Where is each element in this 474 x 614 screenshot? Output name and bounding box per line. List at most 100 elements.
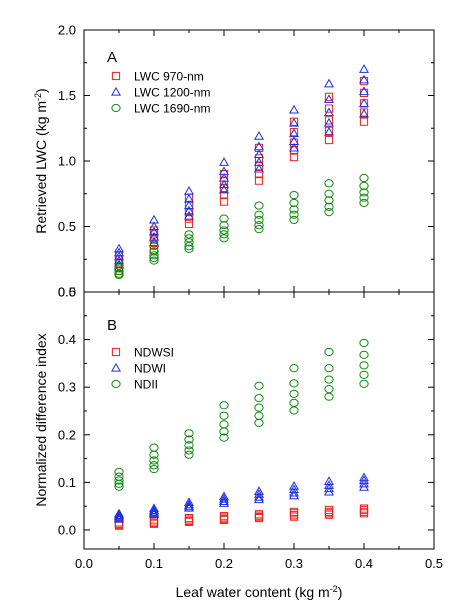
legend-label: LWC 1690-nm xyxy=(134,102,210,116)
data-point xyxy=(219,427,229,436)
data-point xyxy=(253,141,265,151)
data-point xyxy=(184,435,194,444)
data-point xyxy=(148,509,160,518)
data-point xyxy=(218,496,230,506)
data-point xyxy=(324,189,334,198)
data-point xyxy=(324,207,334,217)
data-point xyxy=(218,498,230,507)
data-point xyxy=(114,266,124,276)
data-point xyxy=(183,210,195,220)
data-point xyxy=(148,226,160,236)
data-point xyxy=(358,74,370,84)
data-point xyxy=(289,138,299,147)
series-circle xyxy=(114,338,369,491)
data-point xyxy=(149,461,159,470)
data-point xyxy=(184,219,194,228)
y-tick-label: 0.4 xyxy=(58,332,76,347)
data-point xyxy=(184,450,194,459)
data-point xyxy=(253,494,265,504)
y-tick-label: 0.0 xyxy=(58,522,76,537)
data-point xyxy=(184,429,194,438)
data-point xyxy=(359,88,369,97)
data-point xyxy=(324,196,334,205)
data-point xyxy=(114,482,124,491)
data-point xyxy=(253,491,265,501)
data-point xyxy=(358,64,370,73)
data-point xyxy=(359,509,369,518)
data-point xyxy=(114,261,124,270)
data-point xyxy=(289,210,299,219)
data-point xyxy=(253,163,265,173)
panel-a-y-ticks: 0.00.51.01.52.0 xyxy=(58,23,435,300)
y-tick-label: 1.0 xyxy=(58,154,76,169)
data-point xyxy=(289,379,299,388)
y-tick-label: 2.0 xyxy=(58,23,76,38)
data-point xyxy=(183,200,195,210)
data-point xyxy=(149,443,159,452)
data-point xyxy=(323,78,335,88)
data-point xyxy=(324,510,334,519)
panel-b-letter: B xyxy=(107,317,117,334)
data-point xyxy=(324,116,334,125)
data-point xyxy=(219,214,229,223)
data-point xyxy=(148,505,160,515)
panel-b-normalized-index: B 0.00.10.20.30.40.50.0 0.1 0.2 0.3 0.4 0.5 N… xyxy=(33,285,443,601)
legend-label: NDWI xyxy=(134,362,166,376)
data-point xyxy=(359,379,369,388)
data-point xyxy=(183,497,195,506)
data-point xyxy=(254,394,264,403)
data-point xyxy=(149,450,159,459)
data-point xyxy=(323,117,335,127)
data-point xyxy=(184,234,194,243)
data-point xyxy=(288,142,300,152)
legend-marker xyxy=(111,103,121,113)
y-tick-label: 0.1 xyxy=(58,475,76,490)
data-point xyxy=(219,401,229,410)
data-point xyxy=(149,247,159,256)
data-point xyxy=(219,226,229,235)
x-tick-label: 0.0 xyxy=(75,556,93,571)
data-point xyxy=(183,185,195,195)
data-point xyxy=(183,205,195,215)
data-point xyxy=(323,486,335,496)
data-point xyxy=(218,157,230,166)
panel-b-y-axis-title: Normalized difference index xyxy=(33,333,49,506)
data-point xyxy=(254,162,264,171)
data-point xyxy=(113,510,125,519)
data-point xyxy=(184,517,194,526)
data-point xyxy=(149,464,159,474)
data-point xyxy=(253,130,265,140)
data-point xyxy=(324,384,334,394)
legend-marker xyxy=(111,347,121,357)
data-point xyxy=(359,361,369,370)
data-point xyxy=(219,420,229,429)
data-point xyxy=(219,433,229,442)
data-point xyxy=(288,104,300,114)
data-point xyxy=(183,502,195,512)
data-point xyxy=(359,370,369,379)
data-point xyxy=(113,508,125,518)
data-point xyxy=(254,221,264,230)
data-point xyxy=(184,441,194,450)
panel-b-ticks: 0.00.10.20.30.40.50.0 0.1 0.2 0.3 0.4 0.5 xyxy=(58,285,443,572)
data-point xyxy=(184,238,194,247)
data-point xyxy=(289,190,299,200)
data-point xyxy=(289,406,299,415)
data-point xyxy=(324,347,334,357)
data-point xyxy=(219,515,229,525)
y-tick-label: 0.3 xyxy=(58,380,76,395)
data-point xyxy=(288,487,300,497)
data-point xyxy=(289,198,299,208)
data-point xyxy=(149,242,159,251)
data-point xyxy=(218,184,230,194)
data-point xyxy=(289,205,299,214)
data-point xyxy=(219,234,229,243)
panel-a-letter: A xyxy=(107,49,117,66)
data-point xyxy=(184,230,194,239)
data-point xyxy=(183,499,195,509)
data-point xyxy=(359,117,369,126)
data-point xyxy=(254,176,264,185)
legend-marker xyxy=(110,362,122,372)
data-point xyxy=(149,456,159,465)
